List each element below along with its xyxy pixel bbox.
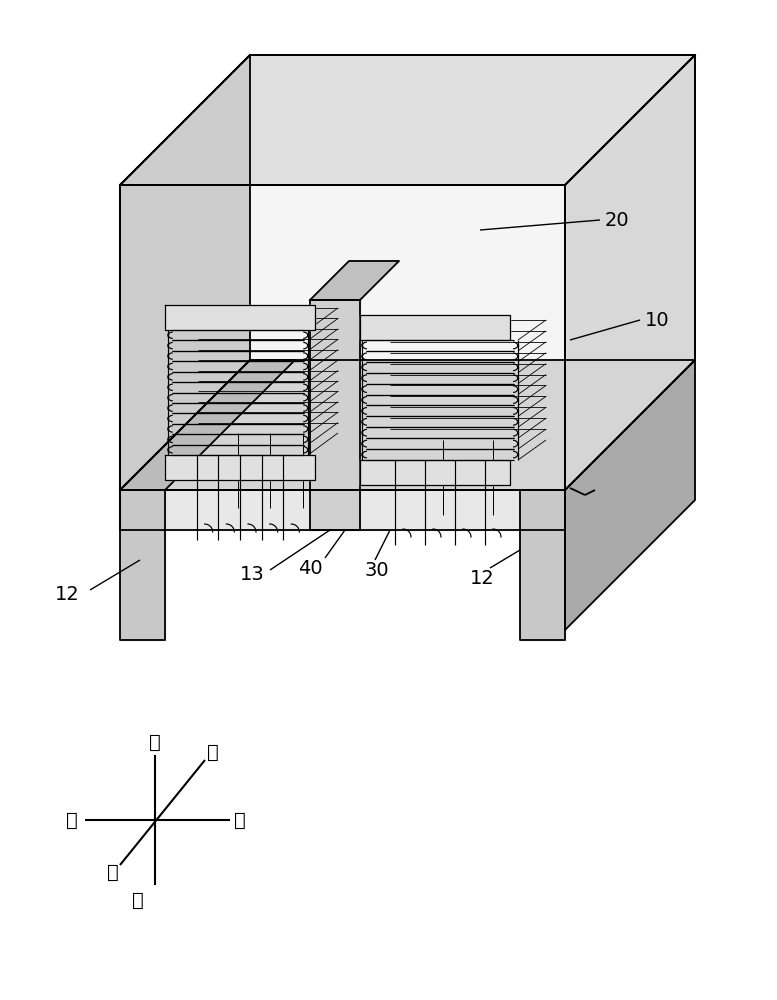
Polygon shape bbox=[565, 360, 695, 630]
Polygon shape bbox=[310, 300, 360, 530]
Text: 20: 20 bbox=[605, 211, 629, 230]
Polygon shape bbox=[120, 360, 295, 490]
Polygon shape bbox=[120, 490, 565, 530]
Text: 40: 40 bbox=[298, 558, 322, 578]
Polygon shape bbox=[165, 455, 315, 480]
Polygon shape bbox=[120, 360, 695, 490]
Text: 左: 左 bbox=[107, 862, 119, 882]
Polygon shape bbox=[120, 490, 165, 640]
Text: 13: 13 bbox=[240, 566, 265, 584]
Polygon shape bbox=[360, 315, 510, 340]
Text: 后: 后 bbox=[66, 810, 78, 830]
Polygon shape bbox=[565, 55, 695, 490]
Text: 上: 上 bbox=[149, 732, 161, 752]
Polygon shape bbox=[120, 185, 565, 490]
Polygon shape bbox=[120, 55, 250, 490]
Text: 12: 12 bbox=[470, 568, 495, 587]
Polygon shape bbox=[310, 261, 399, 300]
Polygon shape bbox=[165, 305, 315, 330]
Polygon shape bbox=[360, 460, 510, 485]
Text: 10: 10 bbox=[645, 310, 670, 330]
Text: 下: 下 bbox=[132, 890, 144, 910]
Text: 前: 前 bbox=[234, 810, 246, 830]
Text: 12: 12 bbox=[55, 585, 80, 604]
Text: 30: 30 bbox=[365, 560, 389, 580]
Polygon shape bbox=[120, 55, 695, 185]
Text: 右: 右 bbox=[207, 742, 219, 762]
Polygon shape bbox=[520, 490, 565, 640]
